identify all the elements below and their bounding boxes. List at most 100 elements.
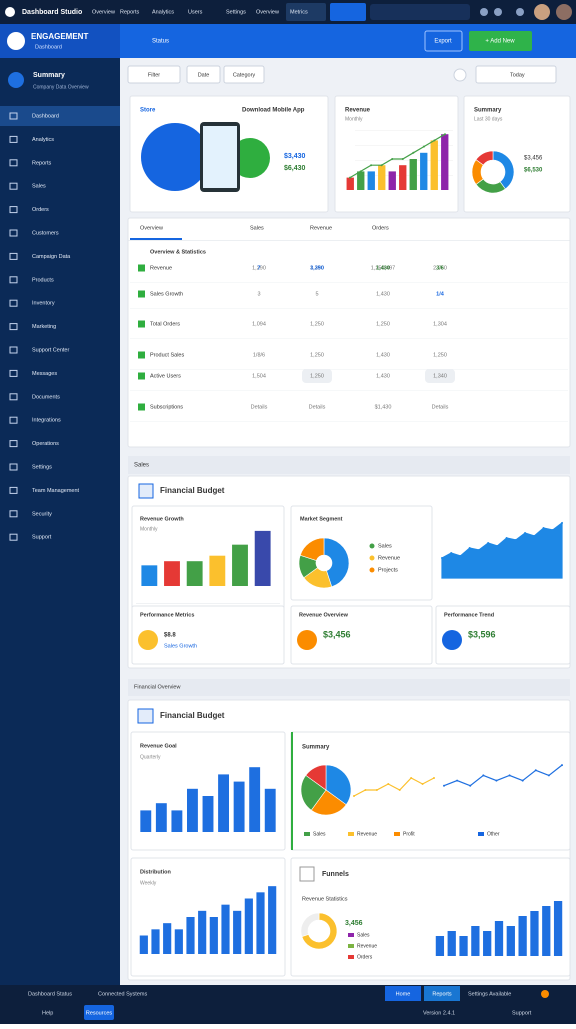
- legend-label: Revenue: [378, 555, 400, 561]
- bar: [357, 171, 365, 190]
- sidebar-item[interactable]: Products: [32, 277, 54, 283]
- search[interactable]: [370, 4, 470, 20]
- bar: [151, 929, 160, 954]
- point: [387, 783, 390, 785]
- footer-link[interactable]: Help: [42, 1010, 53, 1016]
- sidebar-icon: [9, 533, 18, 541]
- filter-btn[interactable]: [186, 65, 221, 84]
- sidebar-item[interactable]: Documents: [32, 394, 60, 400]
- chart-subtitle: Quarterly: [140, 754, 161, 760]
- footer-link[interactable]: Support: [512, 1010, 532, 1016]
- sidebar-item[interactable]: Reports: [32, 160, 52, 166]
- stat: $3,430: [284, 153, 306, 160]
- point: [521, 779, 524, 782]
- point: [477, 549, 480, 551]
- bar: [430, 140, 438, 190]
- chart-subtitle: Monthly: [140, 526, 158, 532]
- point: [421, 783, 424, 785]
- legend-swatch: [304, 832, 310, 836]
- top-tab[interactable]: Overview: [256, 9, 279, 15]
- sidebar-item[interactable]: Orders: [32, 207, 49, 213]
- sidebar-item[interactable]: Inventory: [32, 301, 55, 307]
- sidebar-item[interactable]: Support: [32, 535, 52, 541]
- footer-btn[interactable]: [84, 1005, 114, 1020]
- top-tab[interactable]: Settings: [226, 9, 246, 15]
- sidebar-item[interactable]: Campaign Data: [32, 254, 71, 260]
- bar: [218, 774, 229, 832]
- chart-title: Summary: [302, 745, 330, 751]
- row-line: [130, 421, 568, 422]
- table-tab[interactable]: Revenue: [310, 225, 332, 231]
- stat: $3,456: [524, 156, 543, 162]
- sidebar-item[interactable]: Integrations: [32, 418, 61, 424]
- sidebar-item[interactable]: Analytics: [32, 137, 54, 143]
- tab-underline: [130, 238, 182, 240]
- top-tab[interactable]: Metrics: [290, 9, 308, 15]
- top-tab[interactable]: Users: [188, 9, 203, 15]
- add-btn[interactable]: [469, 31, 532, 51]
- footer-link[interactable]: Connected Systems: [98, 991, 147, 997]
- footer-button[interactable]: Home: [396, 991, 411, 997]
- sidebar-item[interactable]: Operations: [32, 441, 59, 447]
- export-btn[interactable]: [424, 30, 463, 52]
- sidebar-item[interactable]: Messages: [32, 371, 57, 377]
- card: [131, 605, 285, 665]
- table-tab[interactable]: Orders: [372, 225, 389, 231]
- sidebar-item[interactable]: Team Management: [32, 488, 80, 494]
- point: [551, 529, 554, 531]
- bar: [139, 935, 148, 954]
- cell: $1,430: [375, 404, 392, 410]
- sidebar-item[interactable]: Sales: [32, 184, 46, 190]
- sidebar-icon: [9, 206, 18, 214]
- footer-button[interactable]: Reports: [432, 991, 452, 997]
- cell: 3,390: [310, 265, 324, 271]
- row-check: [138, 351, 145, 359]
- brand-logo: [7, 32, 25, 50]
- row-label: Revenue: [150, 265, 172, 271]
- point: [496, 545, 499, 547]
- point: [441, 557, 443, 559]
- point: [359, 170, 362, 173]
- date-box[interactable]: [475, 65, 557, 84]
- footer-btn[interactable]: [385, 986, 421, 1001]
- sidebar-item[interactable]: Dashboard: [32, 113, 59, 119]
- panel-title: Financial Budget: [160, 486, 225, 495]
- row-line: [130, 369, 568, 370]
- sidebar-item[interactable]: Customers: [32, 230, 59, 236]
- footer-link[interactable]: Dashboard Status: [28, 991, 72, 997]
- icon: [494, 8, 502, 16]
- promo-title: Download Mobile App: [242, 108, 305, 114]
- cell: 2,050: [433, 265, 447, 271]
- footer-link[interactable]: Settings Available: [468, 991, 511, 997]
- chart-subtitle: Revenue Statistics: [302, 896, 348, 902]
- table-tab[interactable]: Sales: [250, 225, 264, 231]
- nav-link[interactable]: Status: [152, 39, 169, 45]
- table-tab[interactable]: Overview: [140, 225, 163, 231]
- bar: [441, 134, 449, 190]
- pie-slice: [475, 150, 494, 166]
- user-avatar: [8, 72, 24, 88]
- point: [401, 158, 404, 160]
- legend-swatch: [478, 832, 484, 836]
- legend-label: Revenue: [357, 831, 377, 837]
- grid-line: [355, 145, 453, 146]
- point: [459, 555, 462, 557]
- point: [422, 145, 425, 148]
- footer-btn[interactable]: [424, 986, 460, 1001]
- section-bar: [128, 679, 570, 696]
- bar: [140, 810, 152, 832]
- sidebar-item[interactable]: Security: [32, 511, 52, 517]
- footer-link[interactable]: Resources: [86, 1010, 113, 1016]
- top-tab[interactable]: Reports: [120, 9, 140, 15]
- filter-btn[interactable]: [223, 65, 265, 84]
- top-tab[interactable]: Analytics: [152, 9, 174, 15]
- sidebar-item[interactable]: Support Center: [32, 347, 69, 353]
- bar: [420, 152, 428, 190]
- stat: $6,530: [524, 168, 543, 174]
- top-tab[interactable]: Overview: [92, 9, 115, 15]
- sidebar-item[interactable]: Settings: [32, 464, 52, 470]
- point: [542, 527, 545, 529]
- sidebar-item[interactable]: Marketing: [32, 324, 56, 330]
- sidebar-icon: [9, 299, 18, 307]
- filter-btn[interactable]: [127, 65, 181, 84]
